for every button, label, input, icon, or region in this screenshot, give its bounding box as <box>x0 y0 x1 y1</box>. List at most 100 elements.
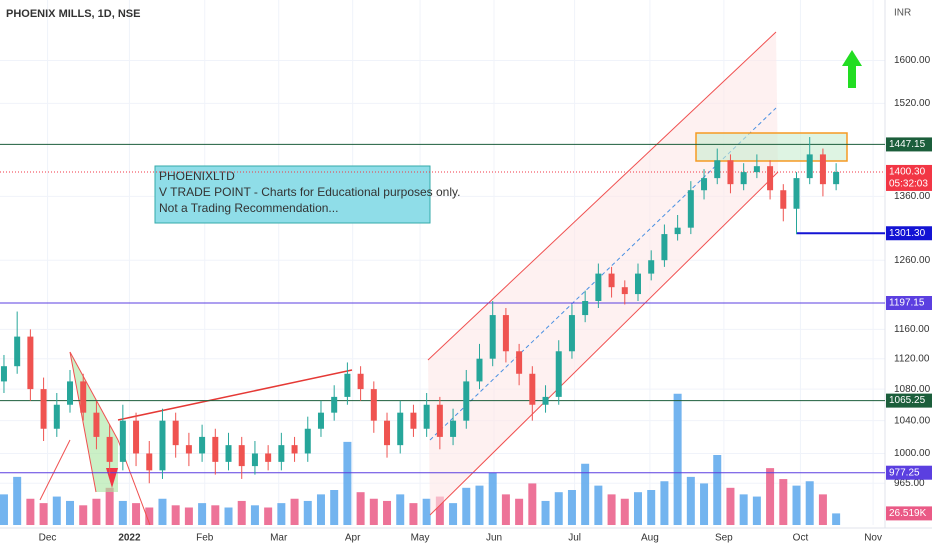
volume-bar <box>528 483 537 525</box>
volume-bar <box>515 498 524 525</box>
pattern-line <box>39 439 71 501</box>
x-tick-label: Nov <box>864 533 882 544</box>
candle-body <box>133 420 140 454</box>
volume-bar <box>713 455 722 525</box>
volume-bar <box>92 498 101 525</box>
candle-body <box>753 166 760 173</box>
candle-body <box>397 412 404 446</box>
candle-body <box>159 420 166 471</box>
x-tick-label: Feb <box>196 533 214 544</box>
candle-body <box>80 381 87 413</box>
candle-body <box>542 396 549 405</box>
y-tick-label: 1260.00 <box>894 255 931 266</box>
volume-label: 26.519K <box>889 508 927 519</box>
level-label-bg <box>886 137 932 152</box>
level-label-bg <box>886 465 932 480</box>
volume-bar <box>290 498 299 525</box>
level-label-bg <box>886 164 932 191</box>
candle-body <box>0 366 7 382</box>
candle-body <box>806 154 813 179</box>
y-tick-label: 1040.00 <box>894 415 931 426</box>
y-tick-label: 1360.00 <box>894 191 931 202</box>
volume-bar <box>779 479 788 525</box>
volume-bar <box>739 494 748 525</box>
candle-body <box>476 358 483 382</box>
candle-body <box>436 404 443 437</box>
volume-bar <box>264 507 273 525</box>
note-line: Not a Trading Recommendation... <box>159 201 338 215</box>
chart-title: PHOENIX MILLS, 1D, NSE <box>6 8 140 20</box>
level-label: 1400.30 <box>889 167 926 178</box>
volume-bar <box>832 513 841 525</box>
candle-body <box>278 445 285 462</box>
volume-bar <box>303 500 312 525</box>
x-tick-label: Sep <box>715 533 733 544</box>
trend-line <box>117 369 353 421</box>
volume-bar <box>13 476 22 525</box>
volume-bar <box>607 494 616 525</box>
volume-bar <box>462 487 471 525</box>
volume-bar <box>0 494 8 525</box>
x-tick-label: May <box>411 533 430 544</box>
candle-body <box>674 227 681 235</box>
countdown: 05:32:03 <box>889 179 928 190</box>
volume-bar <box>673 393 682 525</box>
volume-bar <box>567 490 576 525</box>
volume-bar <box>700 483 709 525</box>
volume-bar <box>620 498 629 525</box>
y-tick-label: 1000.00 <box>894 448 931 459</box>
volume-bar <box>369 498 378 525</box>
candle-body <box>344 373 351 397</box>
volume-bar <box>422 498 431 525</box>
candle-body <box>568 315 575 352</box>
candle-body <box>529 373 536 405</box>
candle-body <box>714 160 721 179</box>
candle-body <box>767 166 774 191</box>
candle-body <box>780 190 787 209</box>
candle-body <box>384 420 391 446</box>
volume-bar <box>171 505 180 525</box>
candle-body <box>40 389 47 429</box>
y-tick-label: 1160.00 <box>894 324 930 335</box>
candle-body <box>502 315 509 352</box>
candle-body <box>621 287 628 295</box>
candle-body <box>819 154 826 185</box>
volume-bar <box>541 500 550 525</box>
volume-bar <box>805 481 814 525</box>
volume-bar <box>224 507 233 525</box>
y-tick-label: 1120.00 <box>894 353 930 364</box>
candle-body <box>740 172 747 185</box>
candle-body <box>516 351 523 374</box>
candle-body <box>119 420 126 462</box>
candle-body <box>331 396 338 413</box>
volume-bar <box>409 503 418 525</box>
candle-body <box>370 389 377 421</box>
volume-bar <box>726 487 735 525</box>
channel-lower <box>429 171 779 516</box>
candle-body <box>357 373 364 390</box>
candle-body <box>106 436 113 462</box>
candle-body <box>648 260 655 274</box>
note-line: PHOENIXLTD <box>159 169 235 183</box>
y-tick-label: 1080.00 <box>894 384 931 395</box>
candle-body <box>555 351 562 397</box>
candle-body <box>53 404 60 429</box>
candle-body <box>199 436 206 454</box>
candle-body <box>93 412 100 437</box>
volume-bar <box>158 498 167 525</box>
volume-bar <box>277 503 286 525</box>
candle-body <box>727 160 734 185</box>
candle-body <box>212 436 219 462</box>
level-label: 1197.15 <box>889 298 925 309</box>
y-tick-label: 965.00 <box>894 478 925 489</box>
candle-body <box>225 445 232 462</box>
level-label-bg <box>886 296 932 311</box>
candle-body <box>595 273 602 302</box>
candle-body <box>634 273 641 295</box>
x-tick-label: Dec <box>39 533 57 544</box>
level-label: 1065.25 <box>889 395 926 406</box>
volume-bar <box>26 498 35 525</box>
candle-body <box>450 420 457 437</box>
y-tick-label: 1600.00 <box>894 55 931 66</box>
volume-bar <box>316 494 325 525</box>
